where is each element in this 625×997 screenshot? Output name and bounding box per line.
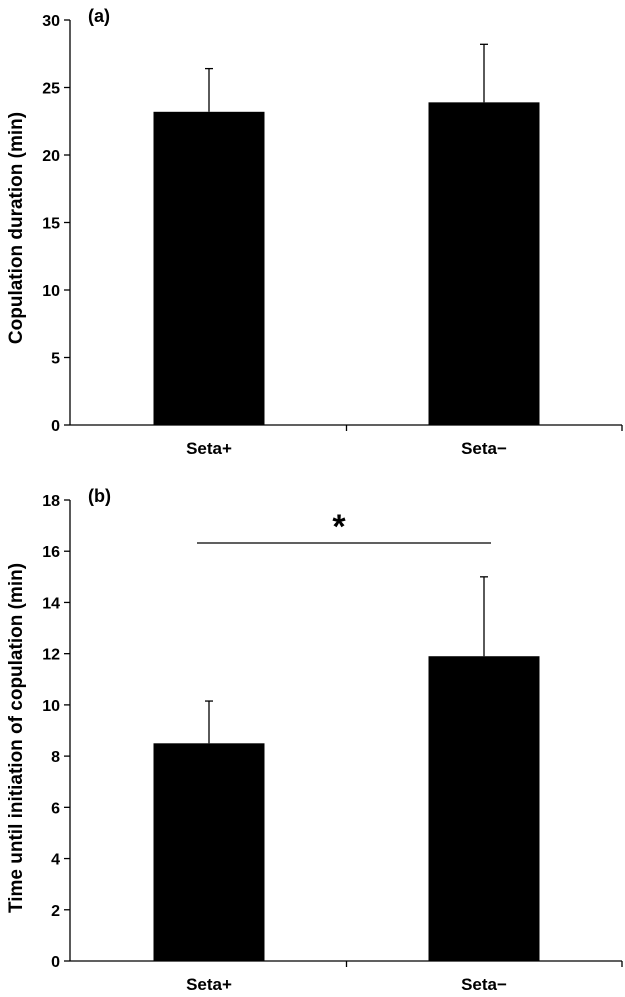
bars <box>153 43 540 426</box>
y-tick-label: 0 <box>51 418 60 435</box>
y-tick-label: 18 <box>42 493 60 510</box>
y-tick-label: 0 <box>51 954 60 971</box>
x-tick-label: Seta+ <box>186 439 232 458</box>
x-tick-label: Seta− <box>461 975 507 994</box>
y-axis-title: Copulation duration (min) <box>6 112 27 344</box>
panel-label: (b) <box>88 486 111 506</box>
y-tick-label: 6 <box>51 800 60 817</box>
y-tick-label: 12 <box>42 647 60 664</box>
x-tick-label: Seta+ <box>186 975 232 994</box>
panel-a: (a) Copulation duration (min) 0 5 10 15 20 25… <box>6 6 623 458</box>
y-tick-label: 20 <box>42 148 60 165</box>
y-axis-title: Time until initiation of copulation (min… <box>6 563 27 913</box>
significance-annotation: * <box>197 508 491 546</box>
y-tick-label: 10 <box>42 283 60 300</box>
bar <box>428 102 540 425</box>
y-tick-label: 2 <box>51 903 60 920</box>
bar <box>428 656 540 961</box>
bars <box>153 576 540 961</box>
significance-star: * <box>332 508 346 546</box>
y-tick-label: 25 <box>42 81 60 98</box>
x-tick-label: Seta− <box>461 439 507 458</box>
y-ticks: 0 5 10 15 20 25 30 <box>42 13 70 435</box>
y-tick-label: 10 <box>42 698 60 715</box>
panel-b: (b) Time until initiation of copulation … <box>6 486 623 994</box>
y-tick-label: 5 <box>51 351 60 368</box>
y-ticks: 0 2 4 6 8 10 12 14 16 18 <box>42 493 70 971</box>
x-tick-labels: Seta+ Seta− <box>186 975 507 994</box>
y-tick-label: 15 <box>42 216 60 233</box>
y-tick-label: 14 <box>42 595 60 612</box>
x-tick-labels: Seta+ Seta− <box>186 439 507 458</box>
y-tick-label: 16 <box>42 544 60 561</box>
panel-label: (a) <box>88 6 110 26</box>
bar <box>153 111 265 426</box>
y-tick-label: 4 <box>51 852 60 869</box>
bar <box>153 743 265 961</box>
y-tick-label: 8 <box>51 749 60 766</box>
y-tick-label: 30 <box>42 13 60 30</box>
